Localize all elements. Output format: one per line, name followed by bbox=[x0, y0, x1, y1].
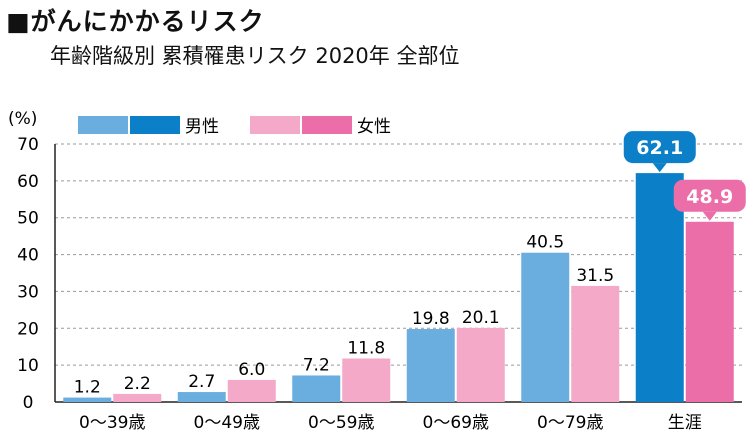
data-label: 62.1 bbox=[636, 137, 683, 159]
data-label: 31.5 bbox=[576, 266, 614, 286]
y-tick-label: 10 bbox=[17, 356, 39, 376]
data-label: 2.7 bbox=[188, 372, 215, 392]
y-axis-unit-label: (%) bbox=[8, 109, 37, 129]
y-tick-label: 30 bbox=[17, 282, 39, 302]
y-tick-label: 20 bbox=[17, 319, 39, 339]
legend-swatch bbox=[78, 116, 128, 134]
bar-female bbox=[227, 379, 276, 402]
data-label: 2.2 bbox=[124, 374, 151, 394]
bar-female bbox=[342, 358, 391, 402]
data-label: 6.0 bbox=[238, 360, 265, 380]
data-label: 19.8 bbox=[412, 309, 450, 329]
page-subtitle: 年齢階級別 累積罹患リスク 2020年 全部位 bbox=[50, 44, 460, 68]
bar-male bbox=[521, 252, 570, 402]
data-label: 20.1 bbox=[462, 308, 500, 328]
y-tick-label: 50 bbox=[17, 209, 39, 229]
bar-female bbox=[113, 393, 162, 402]
legend-label: 女性 bbox=[357, 117, 391, 137]
data-label: 48.9 bbox=[686, 186, 733, 208]
legend-swatch-highlight bbox=[130, 116, 180, 134]
bar-male bbox=[406, 329, 455, 402]
y-tick-label: 60 bbox=[17, 172, 39, 192]
y-tick-label: 70 bbox=[17, 135, 39, 155]
bar-female bbox=[571, 285, 620, 402]
callout-bubble bbox=[623, 131, 696, 164]
bar-female bbox=[456, 327, 505, 402]
page-title: ■がんにかかるリスク bbox=[6, 7, 265, 36]
x-tick-label: 0〜79歳 bbox=[537, 413, 603, 433]
data-label: 11.8 bbox=[347, 339, 385, 359]
callout-pointer bbox=[652, 163, 667, 173]
data-label: 1.2 bbox=[74, 378, 101, 398]
x-tick-label: 0〜39歳 bbox=[79, 413, 145, 433]
data-label: 7.2 bbox=[303, 355, 330, 375]
data-label: 40.5 bbox=[526, 233, 564, 253]
bar-male bbox=[177, 392, 226, 402]
x-tick-label: 0〜59歳 bbox=[308, 413, 374, 433]
y-tick-label: 40 bbox=[17, 246, 39, 266]
legend-swatch-highlight bbox=[302, 116, 352, 134]
x-tick-label: 0〜69歳 bbox=[423, 413, 489, 433]
callout-pointer bbox=[702, 211, 717, 221]
bar-male bbox=[292, 375, 341, 402]
x-tick-label: 0〜49歳 bbox=[194, 413, 260, 433]
bar-male bbox=[635, 173, 684, 402]
legend-label: 男性 bbox=[185, 117, 219, 137]
legend-swatch bbox=[250, 116, 300, 134]
callout-bubble bbox=[673, 179, 746, 212]
y-tick-label: 0 bbox=[23, 393, 34, 413]
bar-male bbox=[63, 397, 112, 402]
x-tick-label: 生涯 bbox=[668, 413, 702, 433]
bar-female bbox=[685, 221, 734, 402]
